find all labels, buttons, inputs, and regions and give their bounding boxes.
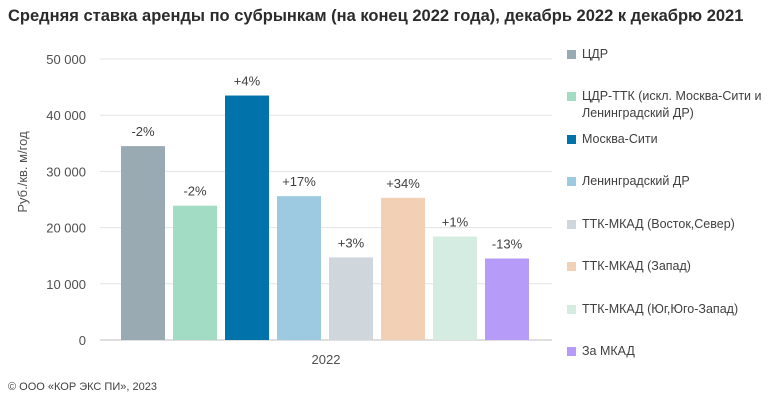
data-labels: -2% -2% +4% +17% +3% +34% +1% -13% xyxy=(131,74,522,252)
data-label: +17% xyxy=(282,174,316,189)
bar xyxy=(173,205,217,340)
legend-item: ТТК-МКАД (Запад) xyxy=(567,258,691,275)
y-tick-label: 30 000 xyxy=(46,164,86,179)
legend-swatch xyxy=(567,135,576,144)
legend-label: ТТК-МКАД (Запад) xyxy=(582,259,691,273)
legend-item: ТТК-МКАД (Восток,Север) xyxy=(567,216,735,233)
data-label: -13% xyxy=(492,237,523,252)
y-tick-label: 20 000 xyxy=(46,221,86,236)
x-axis-category-label: 2022 xyxy=(312,352,341,367)
y-tick-label: 50 000 xyxy=(46,52,86,67)
legend-label: ЦДР xyxy=(582,47,609,61)
legend-label: ТТК-МКАД (Юг,Юго-Запад) xyxy=(582,302,739,316)
legend-swatch xyxy=(567,347,576,356)
legend-label: Москва-Сити xyxy=(582,132,658,146)
copyright-footer: © ООО «КОР ЭКС ПИ», 2023 xyxy=(8,381,157,393)
legend-item: ЦДР-ТТК (искл. Москва-Сити и Ленинградск… xyxy=(567,88,773,122)
y-axis-label: Руб./кв. м/год xyxy=(15,131,30,213)
data-label: +3% xyxy=(338,235,365,250)
y-axis-ticks: 0 10 000 20 000 30 000 40 000 50 000 xyxy=(46,52,86,348)
legend-label: ТТК-МКАД (Восток,Север) xyxy=(582,217,735,231)
data-label: +4% xyxy=(234,74,261,89)
data-label: -2% xyxy=(131,124,155,139)
legend-swatch xyxy=(567,92,576,101)
legend-swatch xyxy=(567,262,576,271)
legend-item: ЦДР xyxy=(567,46,608,63)
legend-label: Ленинградский ДР xyxy=(582,174,690,188)
legend-swatch xyxy=(567,177,576,186)
data-label: +34% xyxy=(386,176,420,191)
y-tick-label: 0 xyxy=(79,333,86,348)
legend-item: Москва-Сити xyxy=(567,131,658,148)
bar xyxy=(121,146,165,340)
bar xyxy=(381,197,425,340)
legend-item: ТТК-МКАД (Юг,Юго-Запад) xyxy=(567,301,738,318)
y-tick-label: 40 000 xyxy=(46,108,86,123)
data-label: +1% xyxy=(442,215,469,230)
y-tick-label: 10 000 xyxy=(46,277,86,292)
legend-swatch xyxy=(567,220,576,229)
bar xyxy=(277,196,321,340)
gridlines xyxy=(100,58,552,341)
data-label: -2% xyxy=(183,184,207,199)
bars xyxy=(121,95,529,340)
bar xyxy=(225,95,269,340)
legend-item: За МКАД xyxy=(567,343,635,360)
legend-item: Ленинградский ДР xyxy=(567,173,690,190)
bar xyxy=(433,236,477,340)
legend-swatch xyxy=(567,305,576,314)
bar xyxy=(329,257,373,340)
legend-swatch xyxy=(567,50,576,59)
legend-label: За МКАД xyxy=(582,344,635,358)
chart-title: Средняя ставка аренды по субрынкам (на к… xyxy=(8,7,744,25)
legend-label: ЦДР-ТТК (искл. Москва-Сити и Ленинградск… xyxy=(582,89,762,120)
bar xyxy=(485,258,529,340)
